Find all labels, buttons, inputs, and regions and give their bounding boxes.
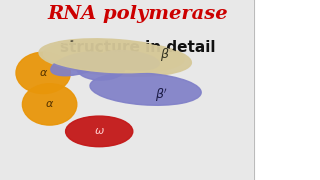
Ellipse shape [51, 52, 106, 76]
Text: $\alpha$: $\alpha$ [39, 68, 48, 78]
Ellipse shape [66, 116, 133, 147]
Ellipse shape [22, 84, 77, 125]
Text: structure in detail: structure in detail [60, 40, 215, 55]
Ellipse shape [39, 39, 191, 76]
Ellipse shape [16, 52, 70, 94]
Text: RNA polymerase: RNA polymerase [47, 5, 228, 23]
Text: $\alpha$: $\alpha$ [45, 99, 54, 109]
Text: $\beta$: $\beta$ [160, 46, 170, 62]
Text: $\beta'$: $\beta'$ [155, 87, 168, 104]
Ellipse shape [77, 57, 125, 80]
Ellipse shape [44, 41, 184, 73]
Ellipse shape [90, 73, 201, 105]
Text: $\omega$: $\omega$ [94, 126, 105, 136]
Ellipse shape [100, 51, 159, 70]
Bar [254, 0, 320, 180]
